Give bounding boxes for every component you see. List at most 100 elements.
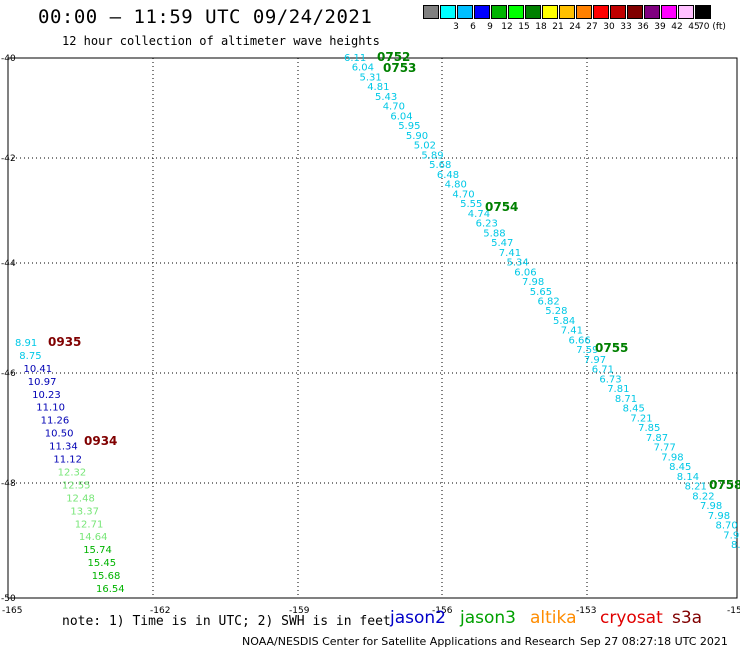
time-label: 0754 [485,200,518,214]
note-text: note: 1) Time is in UTC; 2) SWH is in fe… [62,614,391,629]
wave-height-value: 4.81 [367,82,389,93]
legend-label: 12 [501,22,513,32]
wave-height-value: 4.70 [383,102,405,113]
wave-height-value: 7.41 [561,326,583,337]
legend-swatch [440,5,456,19]
lon-label: -165 [2,606,22,616]
wave-height-value: 15.45 [88,558,117,569]
time-label: 0934 [84,434,117,448]
legend-label: 9 [487,22,493,32]
lon-label: -162 [150,606,170,616]
wave-height-value: 5.55 [460,199,482,210]
wave-height-value: 11.26 [41,416,70,427]
legend-label: 24 [569,22,581,32]
legend-swatch [593,5,609,19]
wave-height-value: 6.06 [514,267,536,278]
wave-height-value: 12.71 [75,519,104,530]
wave-height-value: 7.98 [522,277,544,288]
legend-label: 27 [586,22,598,32]
legend-label: 70 (ft) [698,22,726,32]
legend-swatch [525,5,541,19]
legend-label: 33 [620,22,632,32]
wave-height-value: 13.37 [70,506,99,517]
legend-swatch [542,5,558,19]
wave-height-value: 7.77 [654,443,676,454]
time-label: 0755 [595,341,628,355]
map-subtitle: 12 hour collection of altimeter wave hei… [62,34,380,48]
legend-label: 36 [637,22,649,32]
legend-cryosat: cryosat [600,608,663,628]
map-title: 00:00 – 11:59 UTC 09/24/2021 [38,6,373,28]
wave-height-value: 8.91 [15,338,37,349]
wave-height-value: 11.12 [53,455,82,466]
lat-label: -46 [1,369,16,379]
legend-swatch [576,5,592,19]
wave-height-value: 6.66 [569,336,591,347]
wave-height-value: 8.22 [692,491,714,502]
wave-height-value: 5.90 [406,131,428,142]
wave-height-value: 5.95 [398,121,420,132]
legend-label: 15 [518,22,530,32]
wave-height-value: 16.54 [96,584,125,595]
time-label: 0758 [709,478,740,492]
legend-swatch [508,5,524,19]
wave-height-value: 11.10 [36,403,65,414]
wave-height-value: 7.41 [499,248,521,259]
wave-height-value: 5.02 [414,141,436,152]
wave-height-value: 5.89 [421,150,443,161]
legend-swatch [491,5,507,19]
legend-swatch [559,5,575,19]
lon-label: -159 [289,606,310,616]
time-label: 0753 [383,61,416,75]
wave-height-value: 5.47 [491,238,513,249]
wave-height-value: 7.98 [661,452,683,463]
legend-swatch [610,5,626,19]
wave-height-value: 15.68 [92,571,121,582]
lat-label: -42 [1,154,16,164]
wave-height-value: 5.84 [553,316,575,327]
wave-height-value: 8.71 [615,394,637,405]
wave-height-value: 7.81 [607,384,629,395]
wave-height-value: 6.82 [538,297,560,308]
legend-jason3: jason3 [460,608,516,628]
legend-altika: altika [530,608,577,628]
wave-height-value: 5.43 [375,92,397,103]
legend-swatch [695,5,711,19]
wave-height-value: 10.23 [32,390,61,401]
legend-label: 42 [671,22,683,32]
legend-label: 18 [535,22,547,32]
wave-height-value: 6.48 [437,170,459,181]
wave-height-value: 15.74 [83,545,112,556]
wave-height-value: 7.85 [638,423,660,434]
time-label: 0752 [377,50,410,64]
wave-height-value: 12.55 [62,480,91,491]
lat-label: -48 [1,479,16,489]
legend-label: 45 [688,22,700,32]
wave-height-value: 5.31 [360,73,382,84]
legend-label: 39 [654,22,666,32]
wave-height-value: 5.65 [530,287,552,298]
legend-label: 30 [603,22,615,32]
wave-height-value: 8.21 [685,482,707,493]
wave-height-value: 12.32 [58,468,87,479]
wave-height-value: 7.59 [576,345,598,356]
wave-height-value: 5.68 [429,160,451,171]
wave-height-value: 5.28 [545,306,567,317]
wave-height-value: 5.34 [507,258,529,269]
wave-height-value: 6.71 [592,365,614,376]
wave-height-value: 6.04 [390,111,412,122]
footer-credit: NOAA/NESDIS Center for Satellite Applica… [242,635,576,648]
legend-swatch [627,5,643,19]
wave-height-value: 8.45 [669,462,691,473]
wave-height-value: 8.45 [623,404,645,415]
wave-height-value: 7.99 [723,530,740,541]
wave-height-value: 8.75 [19,351,41,362]
wave-height-value: 8. [731,540,740,551]
lat-label: -40 [1,54,16,64]
wave-height-value: 7.97 [584,355,606,366]
wave-height-value: 12.48 [66,493,95,504]
wave-height-value: 10.41 [24,364,53,375]
legend-label: 6 [470,22,476,32]
wave-height-value: 10.50 [45,429,74,440]
